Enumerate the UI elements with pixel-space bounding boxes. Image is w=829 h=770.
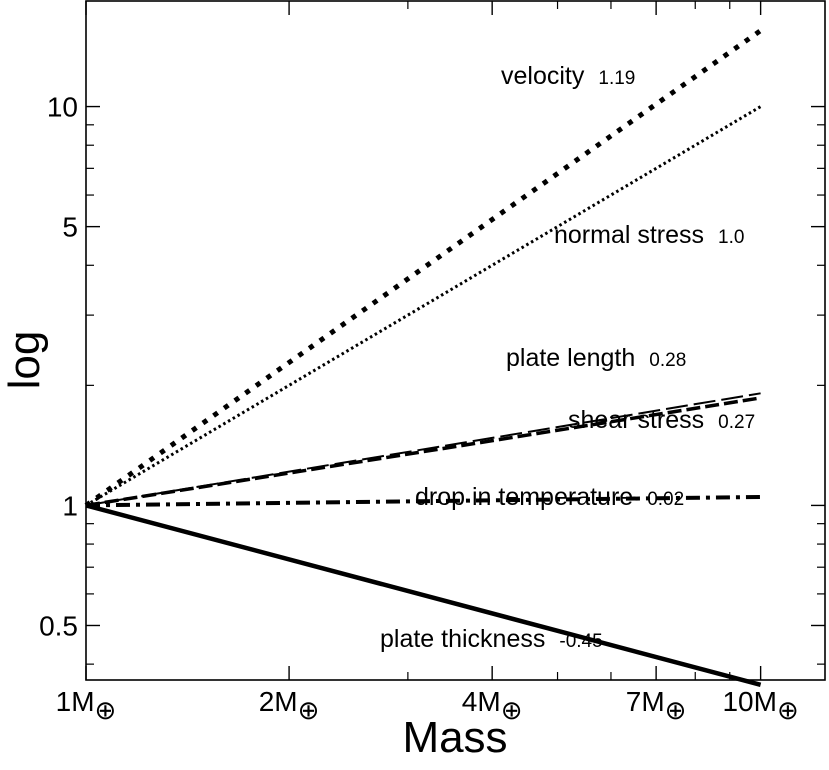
y-tick-label: 0.5 bbox=[39, 610, 78, 641]
series-labels: velocity 1.19 normal stress 1.0 plate length… bbox=[380, 62, 755, 653]
series-line-plate-thickness bbox=[85, 503, 762, 687]
series-line-drop-in-temperature bbox=[85, 495, 761, 508]
x-axis-title: Mass bbox=[402, 713, 507, 762]
plot-frame bbox=[85, 0, 826, 681]
series-line-plate-length bbox=[85, 392, 761, 507]
y-tick-label: 5 bbox=[62, 212, 78, 243]
series-label-shear-stress: shear stress 0.27 bbox=[568, 406, 755, 434]
series-line-velocity bbox=[84, 28, 763, 508]
series-label-velocity: velocity 1.19 bbox=[501, 62, 635, 90]
series-label-drop-in-temperature: drop in temperature 0.02 bbox=[415, 483, 684, 511]
major-ticks bbox=[85, 1, 825, 680]
series-lines bbox=[84, 28, 763, 687]
x-tick-label: 10M⊕ bbox=[722, 686, 798, 725]
y-axis-title: log bbox=[0, 331, 49, 390]
tick-labels: 1M⊕ 2M⊕ 4M⊕ 7M⊕ 10M⊕ 0.5 1 5 10 bbox=[39, 92, 799, 725]
x-tick-label: 7M⊕ bbox=[626, 686, 687, 725]
x-tick-label: 2M⊕ bbox=[259, 686, 320, 725]
minor-ticks bbox=[86, 1, 825, 680]
series-label-normal-stress: normal stress 1.0 bbox=[554, 221, 744, 249]
x-tick-label: 1M⊕ bbox=[56, 686, 117, 725]
y-tick-label: 10 bbox=[47, 92, 78, 123]
plot-area bbox=[85, 0, 826, 681]
series-label-plate-length: plate length 0.28 bbox=[506, 344, 686, 372]
y-tick-label: 1 bbox=[62, 490, 78, 521]
series-line-normal-stress bbox=[85, 105, 762, 507]
x-tick-label: 4M⊕ bbox=[462, 686, 523, 725]
series-label-plate-thickness: plate thickness -0.45 bbox=[380, 625, 603, 653]
